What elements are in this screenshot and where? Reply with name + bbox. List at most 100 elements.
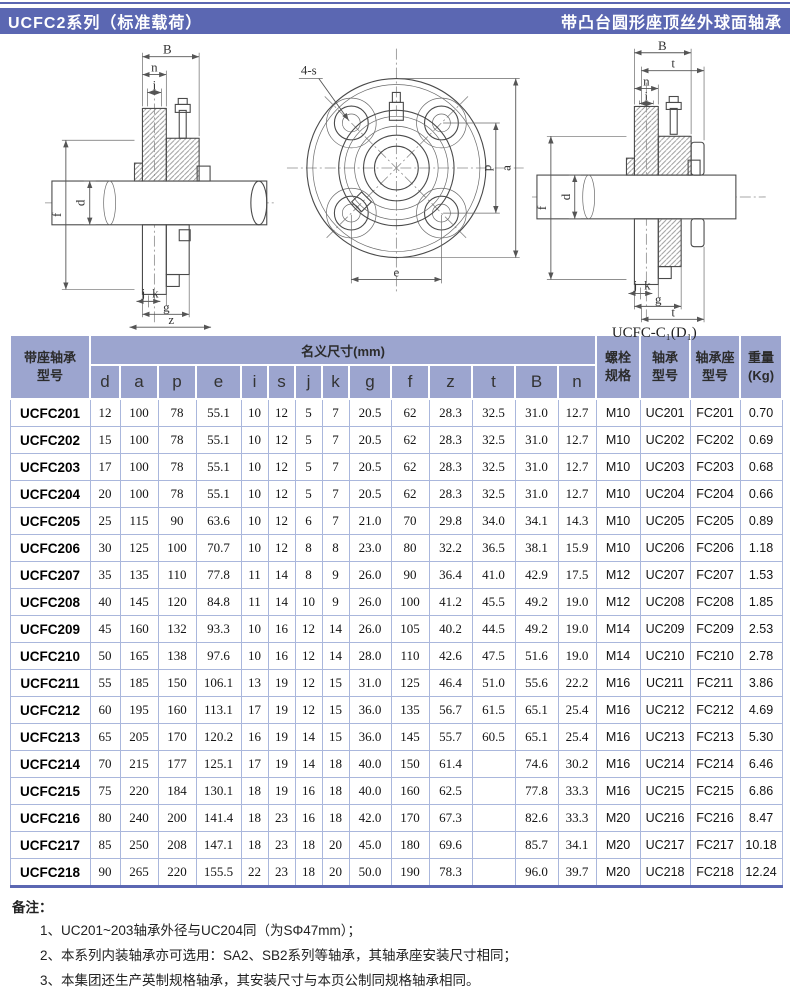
value-cell: M20: [595, 831, 641, 859]
value-cell: 100: [119, 426, 159, 454]
value-cell: 16: [267, 615, 296, 643]
value-cell: 10.18: [739, 831, 783, 859]
table-row: UCFC218 90 265 220 155.5 22 23 18 20 50.0 190 78.3 9…: [9, 858, 783, 887]
value-cell: 7: [321, 480, 350, 508]
table-row: UCFC209 45 160 132 93.3 10 16 12 14 26.0 105 40.2 44…: [9, 615, 783, 643]
note-item-3: 3、本集团还生产英制规格轴承，其安装尺寸与本页公制同规格轴承相同。: [40, 972, 480, 988]
dim-label-d: d: [73, 199, 88, 206]
value-cell: 16: [294, 777, 323, 805]
value-cell: 46.4: [428, 669, 473, 697]
value-cell: 67.3: [428, 804, 473, 832]
value-cell: 61.5: [471, 696, 516, 724]
note-item-1: 1、UC201~203轴承外径与UC204同（为SΦ47mm）；: [40, 923, 361, 938]
model-cell: UCFC215: [9, 777, 91, 805]
value-cell: 6: [294, 507, 323, 535]
note-item-2: 2、本系列内装轴承亦可选用：SA2、SB2系列等轴承，其轴承座安装尺寸相同；: [40, 947, 518, 963]
value-cell: 31.0: [514, 426, 559, 454]
value-cell: UC209: [639, 615, 691, 643]
value-cell: 17.5: [557, 561, 597, 589]
value-cell: 14: [294, 750, 323, 778]
value-cell: 47.5: [471, 642, 516, 670]
value-cell: 100: [390, 588, 430, 616]
value-cell: 32.5: [471, 426, 516, 454]
value-cell: 30: [89, 534, 121, 562]
dim-label-z: z: [168, 312, 174, 327]
value-cell: 26.0: [348, 615, 392, 643]
value-cell: 2.78: [739, 642, 783, 670]
bolt-hole-label: 4-s: [301, 63, 317, 78]
value-cell: 15.9: [557, 534, 597, 562]
value-cell: 250: [119, 831, 159, 859]
value-cell: 17: [89, 453, 121, 481]
value-cell: 75: [89, 777, 121, 805]
value-cell: 13: [240, 669, 269, 697]
col-header-weight: 重量 (Kg): [739, 334, 784, 400]
drawing-side-section-right: B t n i f d j k g t UCFC-C₁(D₁): [532, 40, 767, 340]
value-cell: 32.5: [471, 453, 516, 481]
value-cell: 55.1: [195, 453, 242, 481]
value-cell: 147.1: [195, 831, 242, 859]
table-row: UCFC210 50 165 138 97.6 10 16 12 14 28.0 110 42.6 47…: [9, 642, 783, 670]
value-cell: 0.89: [739, 507, 783, 535]
table-row: UCFC211 55 185 150 106.1 13 19 12 15 31.0 125 46.4 5…: [9, 669, 783, 697]
value-cell: UC212: [639, 696, 691, 724]
value-cell: 78: [157, 453, 197, 481]
value-cell: 125: [390, 669, 430, 697]
value-cell: 0.69: [739, 426, 783, 454]
value-cell: 141.4: [195, 804, 242, 832]
value-cell: 36.0: [348, 723, 392, 751]
dimension-table: 带座轴承 型号 名义尺寸(mm) 螺栓 规格 轴承 型号 轴承座 型号 重量 (…: [9, 334, 784, 888]
value-cell: 93.3: [195, 615, 242, 643]
value-cell: 65.1: [514, 723, 559, 751]
value-cell: 170: [390, 804, 430, 832]
value-cell: M10: [595, 453, 641, 481]
value-cell: 18: [240, 777, 269, 805]
value-cell: M20: [595, 858, 641, 887]
value-cell: 19.0: [557, 642, 597, 670]
dim-label-n: n: [643, 74, 650, 89]
model-cell: UCFC218: [9, 858, 91, 887]
value-cell: 42.9: [514, 561, 559, 589]
value-cell: 9: [321, 561, 350, 589]
dim-label-t-top: t: [672, 56, 676, 71]
value-cell: 100: [119, 480, 159, 508]
value-cell: 28.3: [428, 480, 473, 508]
value-cell: FC203: [689, 453, 741, 481]
value-cell: 125: [119, 534, 159, 562]
value-cell: 18: [294, 831, 323, 859]
value-cell: M10: [595, 426, 641, 454]
dim-col-f: f: [390, 364, 430, 400]
col-header-bolt: 螺栓 规格: [595, 334, 642, 400]
value-cell: 160: [119, 615, 159, 643]
value-cell: 78: [157, 480, 197, 508]
value-cell: 12.7: [557, 398, 597, 427]
value-cell: M10: [595, 507, 641, 535]
value-cell: UC216: [639, 804, 691, 832]
model-cell: UCFC206: [9, 534, 91, 562]
title-bar: UCFC2系列（标准载荷） 带凸台圆形座顶丝外球面轴承: [0, 8, 790, 34]
value-cell: 55.1: [195, 480, 242, 508]
dim-col-s: s: [267, 364, 296, 400]
value-cell: 12: [267, 426, 296, 454]
value-cell: 9: [321, 588, 350, 616]
value-cell: 44.5: [471, 615, 516, 643]
value-cell: 90: [157, 507, 197, 535]
top-divider: [0, 2, 790, 4]
value-cell: 12: [267, 398, 296, 427]
col-header-model: 带座轴承 型号: [9, 334, 91, 400]
value-cell: 1.53: [739, 561, 783, 589]
value-cell: 28.3: [428, 453, 473, 481]
value-cell: 45.5: [471, 588, 516, 616]
value-cell: 12: [267, 453, 296, 481]
dim-label-j: j: [141, 285, 146, 300]
table-row: UCFC203 17 100 78 55.1 10 12 5 7 20.5 62 28.3 32.5 31…: [9, 453, 783, 481]
value-cell: UC203: [639, 453, 691, 481]
value-cell: UC211: [639, 669, 691, 697]
value-cell: 45.0: [348, 831, 392, 859]
value-cell: 20.5: [348, 453, 392, 481]
value-cell: 77.8: [514, 777, 559, 805]
value-cell: UC202: [639, 426, 691, 454]
value-cell: 80: [390, 534, 430, 562]
value-cell: 61.4: [428, 750, 473, 778]
col-header-nominal-dims: 名义尺寸(mm): [88, 334, 598, 366]
